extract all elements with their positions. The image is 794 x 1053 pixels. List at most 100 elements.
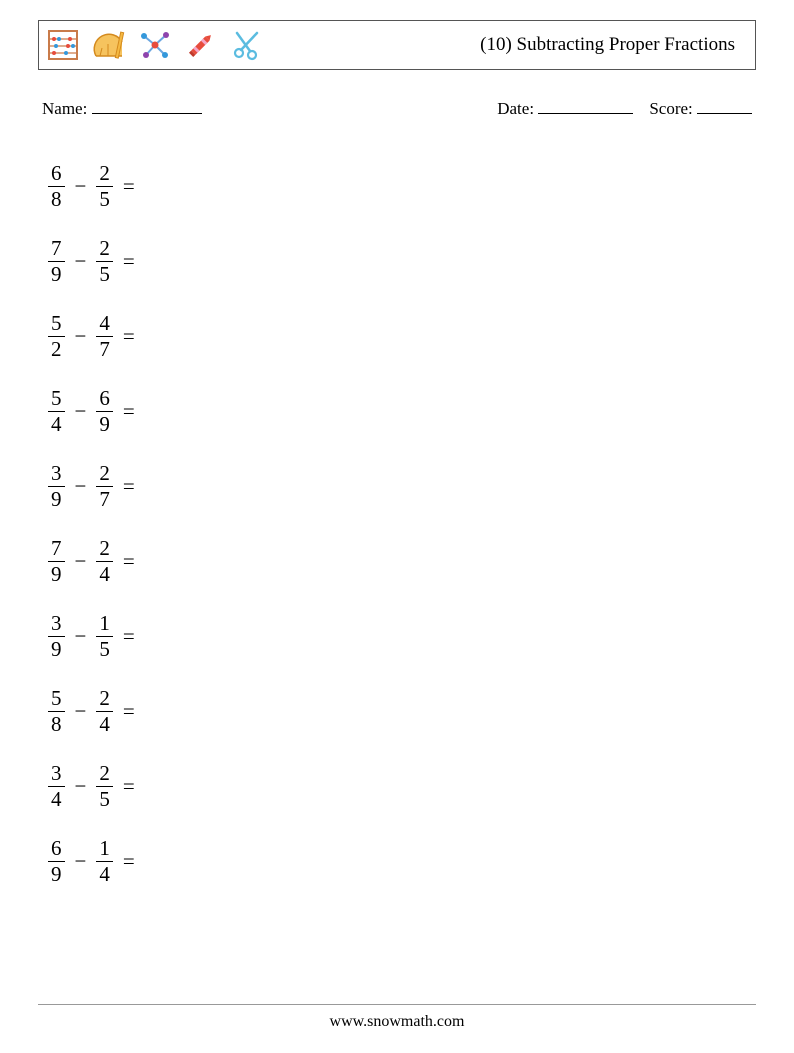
problem-row: 68−25 =: [48, 149, 756, 224]
protractor-icon: [91, 27, 127, 63]
problem-row: 34−25 =: [48, 749, 756, 824]
fraction-b-num: 2: [96, 688, 113, 711]
icon-strip: [45, 27, 265, 63]
equals-sign: =: [121, 249, 135, 274]
name-label: Name:: [42, 99, 87, 118]
fraction-a: 58: [48, 688, 65, 735]
fraction-b-num: 2: [96, 538, 113, 561]
abacus-icon: [45, 27, 81, 63]
footer-url: www.snowmath.com: [38, 1004, 756, 1031]
fraction-a: 69: [48, 838, 65, 885]
problem-row: 58−24 =: [48, 674, 756, 749]
minus-operator: −: [73, 249, 89, 274]
fraction-b: 15: [96, 613, 113, 660]
name-blank[interactable]: [92, 96, 202, 114]
crayon-icon: [183, 27, 219, 63]
problem-row: 39−27 =: [48, 449, 756, 524]
equals-sign: =: [121, 849, 135, 874]
fraction-a-num: 3: [48, 613, 65, 636]
fraction-a-num: 6: [48, 163, 65, 186]
equals-sign: =: [121, 174, 135, 199]
fraction-b-num: 1: [96, 838, 113, 861]
date-field: Date:: [497, 96, 633, 119]
fraction-a-den: 8: [48, 186, 65, 210]
fraction-b: 25: [96, 763, 113, 810]
score-label: Score:: [649, 99, 692, 118]
minus-operator: −: [73, 549, 89, 574]
fraction-a-num: 7: [48, 238, 65, 261]
fraction-a-num: 5: [48, 388, 65, 411]
fraction-b-den: 5: [96, 786, 113, 810]
equals-sign: =: [121, 549, 135, 574]
score-field: Score:: [649, 96, 752, 119]
header: (10) Subtracting Proper Fractions: [38, 20, 756, 70]
fraction-a: 52: [48, 313, 65, 360]
fraction-b-num: 2: [96, 163, 113, 186]
minus-operator: −: [73, 474, 89, 499]
fraction-a: 39: [48, 613, 65, 660]
fraction-b-den: 7: [96, 486, 113, 510]
meta-row: Name: Date: Score:: [38, 96, 756, 119]
fraction-b-den: 4: [96, 561, 113, 585]
fraction-b-num: 4: [96, 313, 113, 336]
fraction-a-den: 4: [48, 786, 65, 810]
scissors-icon: [229, 27, 265, 63]
fraction-b: 27: [96, 463, 113, 510]
fraction-b: 14: [96, 838, 113, 885]
score-blank[interactable]: [697, 96, 752, 114]
equals-sign: =: [121, 399, 135, 424]
fraction-b: 25: [96, 163, 113, 210]
fraction-a-den: 9: [48, 486, 65, 510]
fraction-b-num: 6: [96, 388, 113, 411]
fraction-b-num: 1: [96, 613, 113, 636]
problem-row: 79−24 =: [48, 524, 756, 599]
minus-operator: −: [73, 624, 89, 649]
fraction-b-den: 5: [96, 186, 113, 210]
equals-sign: =: [121, 774, 135, 799]
fraction-a-num: 3: [48, 763, 65, 786]
fraction-a-den: 2: [48, 336, 65, 360]
fraction-a-den: 4: [48, 411, 65, 435]
fraction-b: 24: [96, 538, 113, 585]
fraction-b-den: 5: [96, 261, 113, 285]
fraction-a-num: 3: [48, 463, 65, 486]
fraction-a-den: 9: [48, 861, 65, 885]
equals-sign: =: [121, 324, 135, 349]
date-blank[interactable]: [538, 96, 633, 114]
minus-operator: −: [73, 699, 89, 724]
minus-operator: −: [73, 399, 89, 424]
fraction-a-den: 9: [48, 636, 65, 660]
fraction-b-den: 5: [96, 636, 113, 660]
fraction-b-num: 2: [96, 763, 113, 786]
minus-operator: −: [73, 324, 89, 349]
fraction-a: 68: [48, 163, 65, 210]
fraction-a: 79: [48, 538, 65, 585]
equals-sign: =: [121, 699, 135, 724]
fraction-b: 25: [96, 238, 113, 285]
fraction-b-den: 4: [96, 861, 113, 885]
minus-operator: −: [73, 774, 89, 799]
fraction-a: 79: [48, 238, 65, 285]
problem-row: 52−47 =: [48, 299, 756, 374]
name-field: Name:: [42, 96, 202, 119]
fraction-a-den: 8: [48, 711, 65, 735]
fraction-b: 69: [96, 388, 113, 435]
worksheet-title: (10) Subtracting Proper Fractions: [480, 34, 735, 56]
fraction-b-den: 7: [96, 336, 113, 360]
problems-list: 68−25=79−25=52−47=54−69=39−27=79−24=39−1…: [38, 149, 756, 899]
molecule-icon: [137, 27, 173, 63]
problem-row: 54−69 =: [48, 374, 756, 449]
fraction-a: 54: [48, 388, 65, 435]
equals-sign: =: [121, 624, 135, 649]
equals-sign: =: [121, 474, 135, 499]
fraction-a: 39: [48, 463, 65, 510]
date-label: Date:: [497, 99, 534, 118]
fraction-a-num: 6: [48, 838, 65, 861]
minus-operator: −: [73, 174, 89, 199]
fraction-b: 47: [96, 313, 113, 360]
problem-row: 79−25 =: [48, 224, 756, 299]
minus-operator: −: [73, 849, 89, 874]
fraction-b-den: 4: [96, 711, 113, 735]
fraction-a-den: 9: [48, 561, 65, 585]
fraction-a-num: 7: [48, 538, 65, 561]
